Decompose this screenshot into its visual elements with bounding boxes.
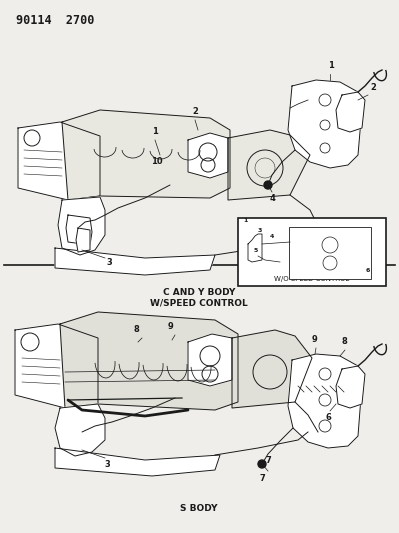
Text: S BODY: S BODY [180,504,218,513]
Text: 9: 9 [168,322,174,331]
Text: 4: 4 [270,234,275,239]
Text: 6: 6 [366,268,370,273]
Text: 3: 3 [104,460,110,469]
Polygon shape [66,215,92,245]
Polygon shape [188,334,232,386]
Polygon shape [248,234,262,262]
Polygon shape [55,448,220,476]
Text: 2: 2 [370,83,376,92]
Text: W/O SPEED CONTROL: W/O SPEED CONTROL [275,276,350,282]
Text: 1: 1 [243,218,247,223]
Text: 5: 5 [254,248,259,253]
Circle shape [258,460,266,468]
Text: 2: 2 [192,107,198,116]
Text: 8: 8 [342,337,348,346]
Polygon shape [232,330,312,408]
Polygon shape [15,324,98,408]
Text: 7: 7 [265,456,271,465]
Polygon shape [336,366,365,408]
Polygon shape [18,122,100,200]
Polygon shape [228,130,310,200]
Polygon shape [55,248,215,275]
Polygon shape [76,228,90,252]
Polygon shape [336,92,365,132]
Text: 90114  2700: 90114 2700 [16,14,95,27]
Circle shape [264,181,272,189]
Polygon shape [188,133,228,178]
Polygon shape [58,197,105,255]
Text: 3: 3 [258,228,263,233]
Text: 4: 4 [270,194,276,203]
Text: 1: 1 [328,61,334,70]
Polygon shape [288,80,362,168]
Text: 9: 9 [312,335,318,344]
Text: 6: 6 [326,413,332,422]
Text: 8: 8 [134,325,140,334]
Text: C AND Y BODY
W/SPEED CONTROL: C AND Y BODY W/SPEED CONTROL [150,288,248,308]
Text: 1: 1 [152,127,158,136]
Polygon shape [288,354,362,448]
Text: 7: 7 [260,474,266,483]
Text: 10: 10 [151,157,162,166]
FancyBboxPatch shape [289,227,371,279]
Polygon shape [55,404,105,456]
Bar [238,218,386,286]
Polygon shape [60,312,238,410]
Polygon shape [62,110,230,200]
Text: 3: 3 [106,258,112,267]
